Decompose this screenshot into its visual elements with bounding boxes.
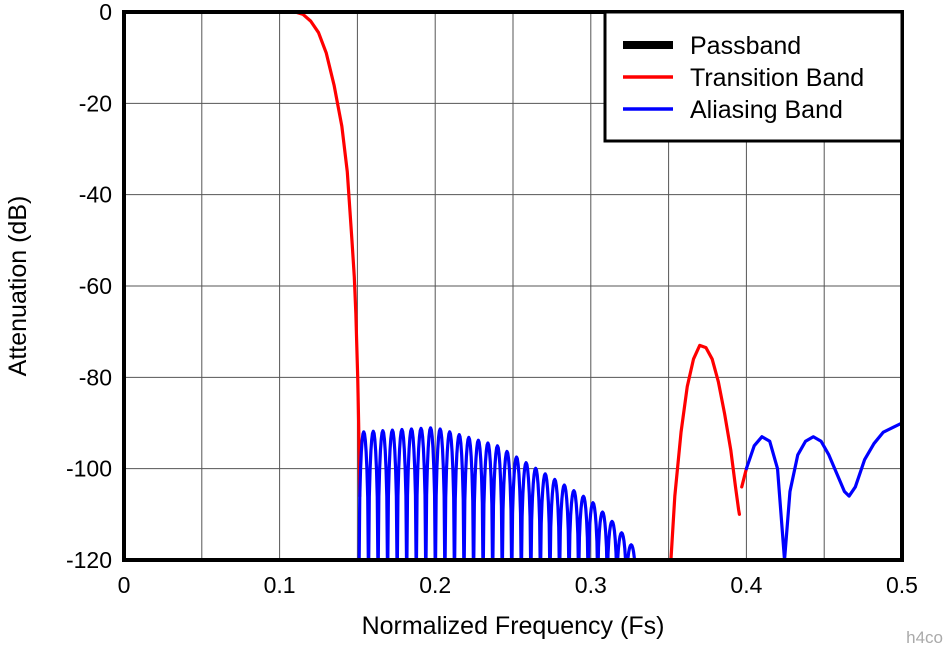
series-line-segment xyxy=(293,12,362,498)
series-aliasing-band xyxy=(357,421,902,560)
y-tick-label: -80 xyxy=(79,364,112,390)
legend-label: Transition Band xyxy=(690,64,864,92)
y-tick-label: -20 xyxy=(79,90,112,116)
x-tick-label: 0.3 xyxy=(575,572,607,598)
watermark-text: h4co xyxy=(906,628,943,647)
aliasing-comb-line xyxy=(357,426,637,560)
series-line-segment xyxy=(669,343,741,560)
legend: Passband Transition Band Aliasing Band xyxy=(603,10,904,143)
x-tick-label: 0.5 xyxy=(886,572,918,598)
legend-label: Passband xyxy=(690,32,801,60)
y-tick-label: 0 xyxy=(99,0,112,25)
y-tick-label: -40 xyxy=(79,182,112,208)
series-line-segment xyxy=(744,435,787,560)
y-tick-label: -100 xyxy=(66,456,112,482)
x-tick-label: 0.2 xyxy=(419,572,451,598)
legend-label: Aliasing Band xyxy=(690,96,843,124)
series-line-segment xyxy=(782,421,902,560)
x-axis-label: Normalized Frequency (Fs) xyxy=(362,612,665,640)
y-tick-label: -60 xyxy=(79,273,112,299)
y-axis-label: Attenuation (dB) xyxy=(4,196,32,377)
y-tick-labels: 0 -20 -40 -60 -80 -100 -120 xyxy=(66,0,112,573)
plot-frame xyxy=(122,10,904,562)
x-tick-label: 0.1 xyxy=(264,572,296,598)
x-tick-label: 0 xyxy=(118,572,131,598)
x-tick-labels: 0 0.1 0.2 0.3 0.4 0.5 xyxy=(118,572,918,598)
series-transition-band xyxy=(293,12,748,560)
plot-area xyxy=(293,12,902,560)
y-tick-label: -120 xyxy=(66,547,112,573)
x-tick-label: 0.4 xyxy=(730,572,762,598)
series-line-segment xyxy=(740,467,748,489)
